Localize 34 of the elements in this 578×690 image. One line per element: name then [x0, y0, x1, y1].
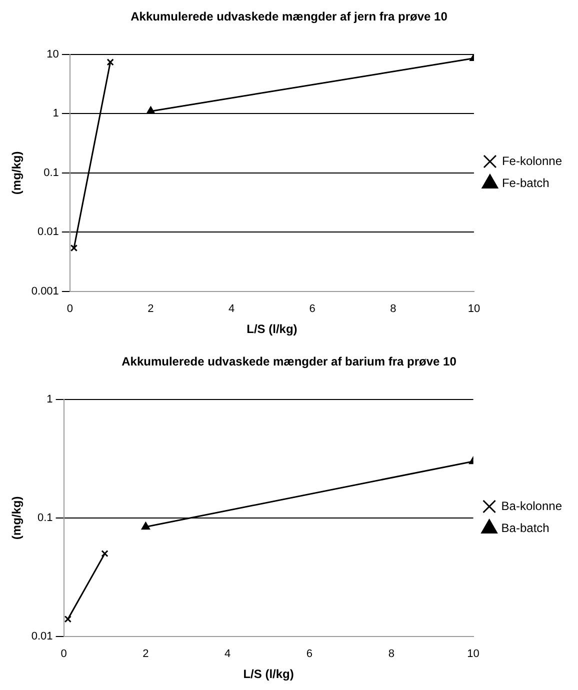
x-tick-label: 2 — [148, 303, 154, 316]
x-axis-title: L/S (l/kg) — [246, 322, 298, 336]
legend-label: Ba-batch — [501, 520, 550, 535]
y-tick-label: 0.01 — [31, 630, 53, 642]
y-tick-label: 0.001 — [31, 285, 59, 298]
y-tick-label: 0.1 — [44, 166, 59, 179]
y-tick-label: 0.1 — [38, 512, 53, 524]
point — [101, 550, 108, 558]
x-tick-label: 8 — [390, 303, 396, 316]
x-tick-label: 4 — [224, 648, 231, 660]
x-tick-label: 6 — [306, 648, 313, 660]
y-tick-label: 1 — [52, 108, 59, 120]
y-tick-label: 10 — [46, 48, 59, 60]
point — [70, 244, 78, 252]
point — [106, 58, 114, 66]
chart-title: Akkumulerede udvaskede mængder af barium fra prøve 10 — [122, 354, 457, 369]
legend-label: Fe-batch — [502, 176, 550, 190]
y-axis-title: (mg/kg) — [10, 151, 24, 195]
legend-label: Ba-kolonne — [501, 498, 562, 513]
x-tick-label: 4 — [228, 303, 235, 316]
x-axis-title: L/S (l/kg) — [243, 667, 294, 682]
point — [64, 616, 72, 623]
y-tick-label: 0.01 — [38, 226, 59, 238]
legend-label: Fe-kolonne — [502, 154, 562, 168]
x-tick-label: 2 — [142, 648, 149, 660]
x-tick-label: 0 — [66, 303, 73, 316]
x-tick-label: 10 — [467, 648, 480, 660]
x-tick-label: 6 — [309, 303, 316, 316]
x-tick-label: 8 — [388, 648, 394, 660]
y-tick-label: 1 — [46, 393, 53, 406]
x-tick-label: 0 — [60, 648, 67, 660]
x-tick-label: 10 — [468, 303, 480, 316]
y-axis-title: (mg/kg) — [10, 496, 24, 540]
chart-title: Akkumulerede udvaskede mængder af jern fra prøve 10 — [130, 10, 448, 24]
